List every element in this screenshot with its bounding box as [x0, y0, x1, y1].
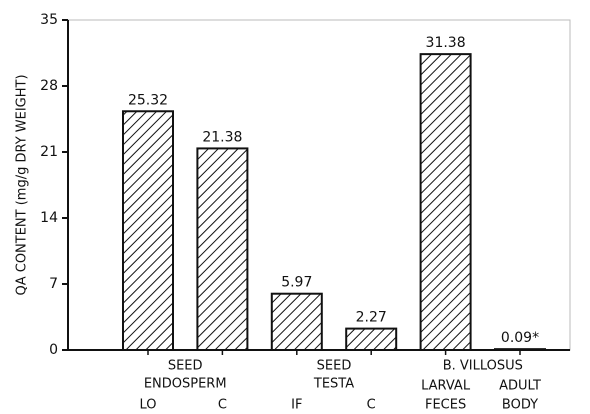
bar: [494, 348, 546, 351]
bar: [196, 147, 249, 351]
value-label: 21.38: [202, 129, 242, 145]
x-tick-label: ADULT: [499, 379, 541, 394]
y-tick-label: 0: [49, 342, 58, 358]
x-tick-label: C: [367, 398, 376, 413]
bar: [122, 110, 174, 351]
group-label: ENDOSPERM: [144, 377, 227, 392]
value-label: 25.32: [128, 92, 168, 108]
value-label: 5.97: [281, 275, 312, 291]
y-tick-label: 21: [40, 144, 58, 160]
group-label: B. VILLOSUS: [443, 359, 523, 374]
group-label: SEED: [168, 359, 203, 374]
x-tick-label: LO: [139, 398, 156, 413]
value-label: 2.27: [356, 310, 387, 326]
y-tick-label: 7: [49, 276, 58, 292]
x-tick-label: BODY: [502, 398, 538, 413]
y-tick-label: 14: [40, 210, 58, 226]
x-tick-label: FECES: [425, 398, 466, 413]
bar: [419, 53, 472, 351]
bar: [270, 292, 323, 351]
group-label: TESTA: [313, 377, 354, 392]
y-axis-label: QA CONTENT (mg/g DRY WEIGHT): [15, 74, 30, 295]
value-label: 0.09*: [501, 330, 539, 346]
x-tick-label: LARVAL: [421, 379, 471, 394]
x-tick-label: C: [218, 398, 227, 413]
y-tick-label: 28: [40, 78, 58, 94]
group-label: SEED: [317, 359, 352, 374]
y-tick-label: 35: [40, 12, 58, 28]
value-label: 31.38: [426, 35, 466, 51]
bar: [345, 327, 398, 351]
x-tick-label: IF: [291, 398, 302, 413]
